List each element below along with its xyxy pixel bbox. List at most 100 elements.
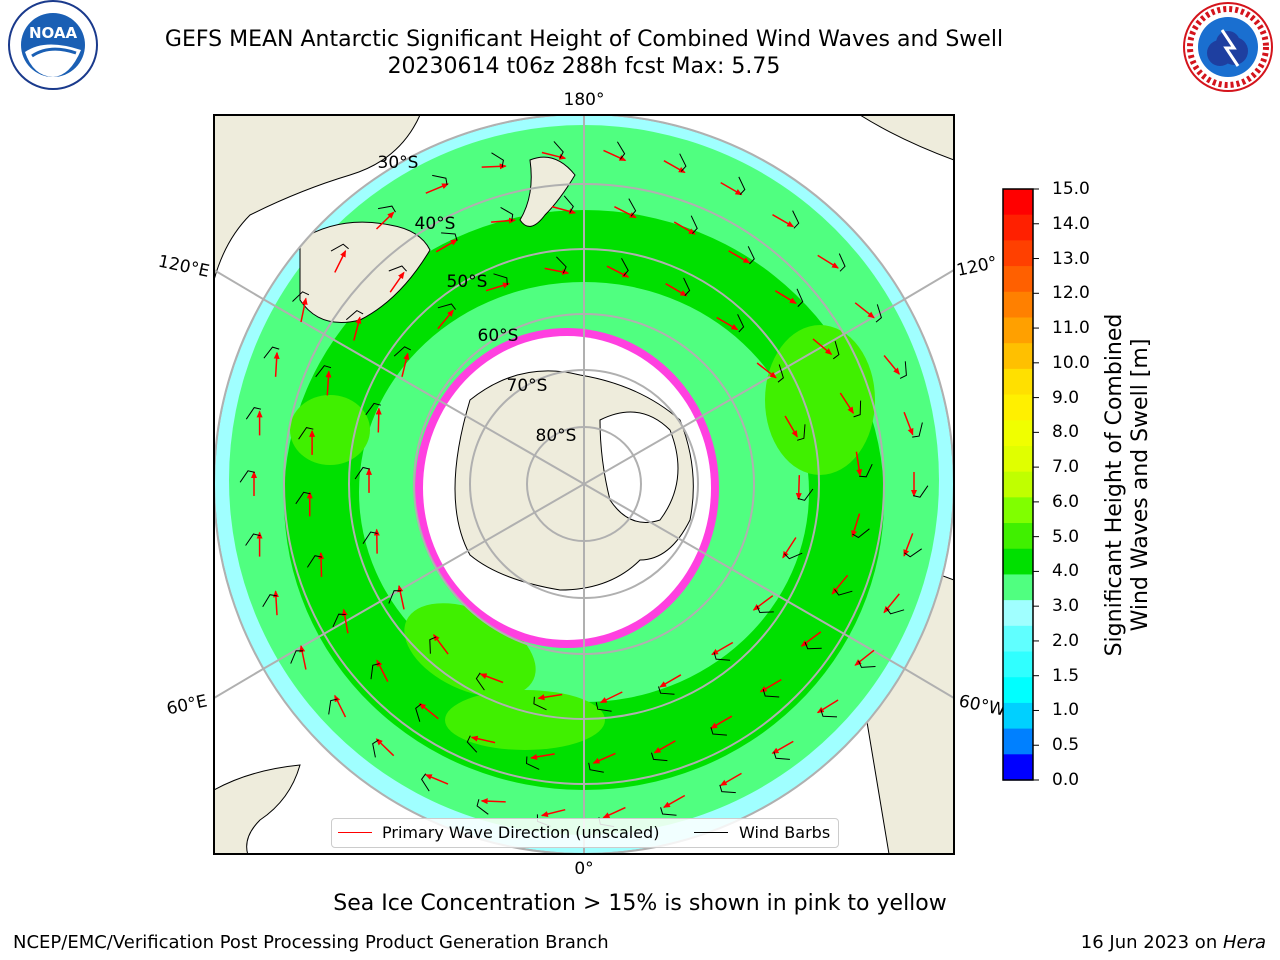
lon-label-120w: 120° bbox=[955, 253, 999, 281]
wind-barb bbox=[420, 773, 430, 792]
colorbar-tick-label: 1.0 bbox=[1052, 700, 1080, 721]
wave-direction-arrow bbox=[480, 798, 506, 805]
wave-direction-arrow bbox=[273, 351, 280, 377]
wind-barb bbox=[365, 402, 381, 416]
wave-direction-arrow bbox=[839, 392, 854, 414]
colorbar-tick-label: 11.0 bbox=[1052, 318, 1090, 339]
colorbar-tick-label: 8.0 bbox=[1052, 422, 1080, 443]
colorbar-label-line2: Wind Waves and Swell [m] bbox=[1128, 338, 1153, 632]
wave-direction-arrow bbox=[397, 584, 405, 610]
wave-direction-arrow bbox=[614, 206, 637, 219]
wind-barb bbox=[660, 807, 677, 816]
wave-direction-arrow bbox=[603, 149, 627, 162]
wind-barb bbox=[378, 205, 396, 213]
wind-barb bbox=[595, 702, 612, 712]
lon-label-60w: 60°W bbox=[957, 691, 1007, 720]
wind-barb bbox=[432, 174, 448, 186]
colorbar-segment bbox=[1003, 317, 1033, 344]
wind-barb bbox=[904, 548, 922, 558]
wave-direction-arrow bbox=[903, 533, 914, 557]
wind-barb bbox=[533, 696, 547, 711]
wind-barb bbox=[556, 256, 567, 274]
wave-direction-arrow bbox=[663, 794, 686, 808]
lat-label-50s: 50°S bbox=[447, 272, 488, 292]
wind-barb bbox=[292, 291, 310, 302]
wave-direction-arrow bbox=[771, 740, 794, 754]
wave-direction-arrow bbox=[425, 183, 449, 194]
colorbar-segment bbox=[1003, 420, 1033, 447]
wind-barb bbox=[315, 365, 332, 378]
wave-direction-arrow bbox=[602, 806, 626, 819]
wave-direction-arrow bbox=[470, 735, 496, 744]
colorbar-segment bbox=[1003, 677, 1033, 704]
colorbar-tick-label: 2.0 bbox=[1052, 630, 1080, 651]
wind-barb bbox=[792, 210, 800, 229]
colorbar-segment bbox=[1003, 291, 1033, 319]
wave-direction-arrow bbox=[300, 297, 308, 323]
wind-barb bbox=[679, 153, 687, 172]
wind-barb bbox=[777, 364, 784, 383]
legend-barb-label: Wind Barbs bbox=[739, 823, 831, 842]
wind-barb bbox=[833, 340, 840, 360]
lat-label-70s: 70°S bbox=[507, 376, 548, 396]
colorbar-segment bbox=[1003, 651, 1033, 678]
wind-barb bbox=[563, 195, 574, 213]
wave-direction-arrow bbox=[418, 702, 439, 720]
wind-barb bbox=[370, 663, 380, 680]
wind-barb bbox=[658, 686, 675, 695]
wave-direction-arrow bbox=[389, 271, 405, 293]
wave-direction-arrow bbox=[752, 595, 774, 611]
wave-direction-arrow bbox=[599, 691, 623, 704]
wind-barb bbox=[298, 427, 314, 440]
colorbar-segment bbox=[1003, 445, 1033, 473]
wave-direction-arrow bbox=[851, 513, 861, 538]
wind-barb bbox=[797, 488, 814, 501]
wind-barb bbox=[621, 257, 629, 277]
colorbar-label: Significant Height of Combined Wind Wave… bbox=[1102, 225, 1154, 745]
wind-barb bbox=[306, 555, 322, 568]
wind-barb bbox=[553, 141, 564, 159]
colorbar-segment bbox=[1003, 548, 1033, 576]
wind-barb bbox=[616, 141, 626, 160]
wind-barb bbox=[475, 672, 485, 691]
lon-label-0: 0° bbox=[574, 859, 593, 879]
wind-barb bbox=[500, 206, 514, 222]
wind-barb bbox=[834, 589, 853, 596]
wave-direction-arrow bbox=[272, 590, 279, 616]
wave-direction-arrow bbox=[854, 302, 875, 319]
wave-direction-arrow bbox=[401, 352, 410, 377]
wind-barb bbox=[388, 265, 407, 272]
wind-barb bbox=[719, 784, 736, 794]
date-text: 16 Jun 2023 on Hera bbox=[1081, 932, 1266, 954]
wave-direction-arrow bbox=[551, 205, 577, 215]
colorbar-tick-label: 15.0 bbox=[1052, 179, 1090, 199]
wave-direction-arrow bbox=[435, 239, 458, 253]
wave-direction-arrow bbox=[903, 411, 914, 436]
colorbar-segment bbox=[1003, 574, 1033, 601]
colorbar-segment bbox=[1003, 240, 1033, 267]
wave-direction-arrow bbox=[606, 265, 630, 278]
wind-barb bbox=[441, 232, 458, 241]
wave-direction-arrow bbox=[772, 214, 795, 228]
wave-direction-arrow bbox=[720, 181, 743, 196]
wind-barb bbox=[756, 605, 774, 614]
wave-direction-arrow bbox=[540, 808, 566, 817]
wave-direction-arrow bbox=[541, 151, 567, 160]
wind-barb bbox=[525, 756, 540, 770]
colorbar-tick-label: 9.0 bbox=[1052, 387, 1080, 408]
wave-direction-arrow bbox=[485, 282, 510, 292]
wind-barb bbox=[328, 698, 338, 715]
wind-barb bbox=[886, 607, 905, 615]
wind-barb bbox=[372, 739, 379, 758]
wave-direction-arrow bbox=[812, 338, 833, 355]
noaa-logo: NOAA bbox=[8, 0, 98, 90]
credit-text: NCEP/EMC/Verification Post Processing Pr… bbox=[13, 932, 609, 953]
wave-direction-arrow bbox=[673, 221, 696, 235]
colorbar-tick-label: 14.0 bbox=[1052, 213, 1090, 234]
colorbar-segment bbox=[1003, 343, 1033, 370]
wind-barb bbox=[393, 346, 412, 357]
wind-barb bbox=[437, 303, 456, 310]
wind-barb bbox=[820, 709, 838, 718]
date-label: 16 Jun 2023 on bbox=[1080, 932, 1223, 953]
wind-barb bbox=[784, 552, 803, 560]
